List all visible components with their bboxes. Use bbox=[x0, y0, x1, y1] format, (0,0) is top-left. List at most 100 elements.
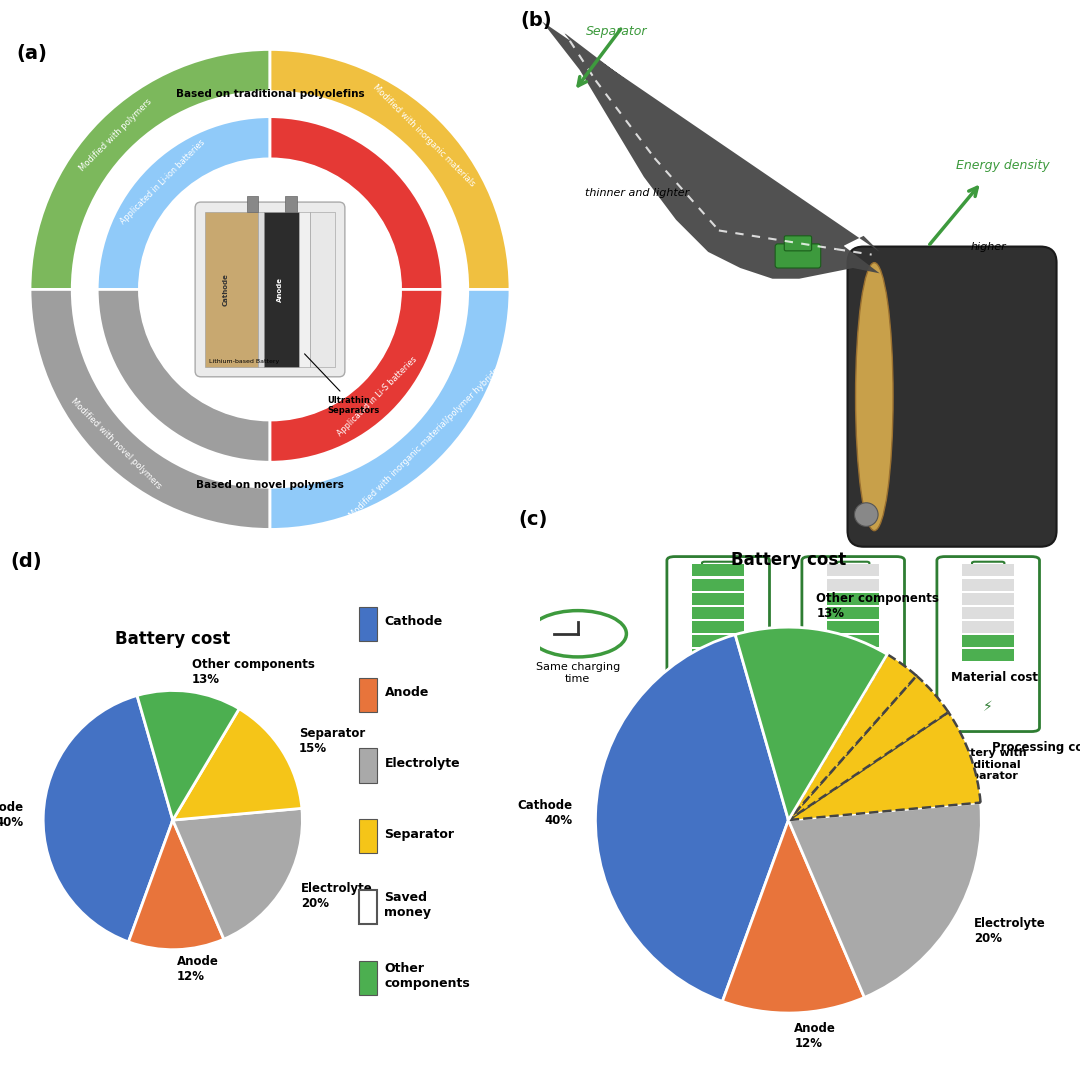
Wedge shape bbox=[788, 712, 981, 820]
Text: Separator: Separator bbox=[586, 25, 648, 38]
FancyBboxPatch shape bbox=[692, 607, 744, 619]
Polygon shape bbox=[299, 211, 310, 368]
Text: Applicated in Li-S batteries: Applicated in Li-S batteries bbox=[336, 355, 419, 438]
Text: (c): (c) bbox=[518, 510, 548, 530]
Polygon shape bbox=[205, 211, 258, 368]
FancyBboxPatch shape bbox=[360, 748, 378, 783]
FancyBboxPatch shape bbox=[784, 236, 811, 251]
Text: Electrolyte
20%: Electrolyte 20% bbox=[974, 917, 1045, 944]
Text: Material cost: Material cost bbox=[951, 671, 1038, 684]
FancyBboxPatch shape bbox=[775, 244, 821, 268]
Text: Energy density: Energy density bbox=[956, 159, 1050, 172]
Text: ⚡: ⚡ bbox=[713, 701, 724, 715]
FancyBboxPatch shape bbox=[827, 607, 879, 619]
Text: Saved
money: Saved money bbox=[384, 891, 432, 919]
Text: Anode: Anode bbox=[276, 277, 283, 302]
FancyBboxPatch shape bbox=[360, 890, 378, 924]
FancyBboxPatch shape bbox=[801, 556, 905, 731]
Text: ⚡: ⚡ bbox=[983, 701, 994, 715]
Text: Anode
12%: Anode 12% bbox=[177, 955, 219, 983]
FancyBboxPatch shape bbox=[360, 961, 378, 995]
FancyBboxPatch shape bbox=[827, 593, 879, 605]
Text: (b): (b) bbox=[521, 11, 552, 30]
Title: Battery cost: Battery cost bbox=[116, 630, 230, 649]
Text: Based on traditional polyolefins: Based on traditional polyolefins bbox=[176, 89, 364, 99]
Wedge shape bbox=[723, 820, 864, 1013]
Text: Anode
12%: Anode 12% bbox=[795, 1022, 836, 1051]
FancyBboxPatch shape bbox=[937, 556, 1039, 731]
Text: Other components
13%: Other components 13% bbox=[816, 592, 940, 620]
FancyBboxPatch shape bbox=[962, 579, 1014, 591]
FancyBboxPatch shape bbox=[827, 565, 879, 577]
Wedge shape bbox=[129, 820, 224, 950]
Wedge shape bbox=[30, 49, 270, 289]
FancyBboxPatch shape bbox=[827, 579, 879, 591]
FancyBboxPatch shape bbox=[360, 607, 378, 641]
Text: Battery with
ultrathin
separator: Battery with ultrathin separator bbox=[679, 748, 757, 781]
Wedge shape bbox=[173, 808, 302, 939]
Circle shape bbox=[529, 611, 626, 657]
Wedge shape bbox=[788, 675, 948, 820]
Bar bbox=[247, 196, 258, 211]
Text: Modified with polymers: Modified with polymers bbox=[78, 98, 153, 174]
Text: Cathode
40%: Cathode 40% bbox=[0, 801, 24, 829]
Wedge shape bbox=[43, 696, 173, 942]
Text: Cathode: Cathode bbox=[384, 615, 443, 628]
FancyBboxPatch shape bbox=[692, 565, 744, 577]
Text: Same charging
time: Same charging time bbox=[536, 662, 620, 684]
FancyBboxPatch shape bbox=[827, 649, 879, 660]
Text: Modified with inorganic material/polymer hybrids: Modified with inorganic material/polymer… bbox=[348, 367, 501, 520]
Ellipse shape bbox=[855, 263, 893, 531]
Wedge shape bbox=[788, 803, 982, 997]
Text: Ultrathin
Separators: Ultrathin Separators bbox=[305, 354, 380, 415]
Wedge shape bbox=[97, 117, 270, 289]
FancyBboxPatch shape bbox=[827, 635, 879, 646]
Polygon shape bbox=[310, 211, 335, 368]
Text: Cathode: Cathode bbox=[222, 273, 229, 306]
FancyBboxPatch shape bbox=[972, 562, 1004, 572]
Polygon shape bbox=[265, 211, 299, 368]
Text: Electrolyte: Electrolyte bbox=[384, 757, 460, 770]
FancyBboxPatch shape bbox=[702, 562, 734, 572]
Text: higher: higher bbox=[971, 241, 1007, 252]
Text: Separator
15%: Separator 15% bbox=[299, 727, 365, 755]
Text: Modified with inorganic materials: Modified with inorganic materials bbox=[372, 83, 477, 189]
FancyBboxPatch shape bbox=[692, 635, 744, 646]
FancyBboxPatch shape bbox=[692, 649, 744, 660]
FancyBboxPatch shape bbox=[360, 819, 378, 853]
Text: (a): (a) bbox=[16, 44, 48, 62]
Wedge shape bbox=[788, 654, 917, 820]
FancyBboxPatch shape bbox=[962, 607, 1014, 619]
Polygon shape bbox=[258, 211, 265, 368]
Wedge shape bbox=[270, 289, 510, 530]
FancyBboxPatch shape bbox=[692, 593, 744, 605]
Text: Separator: Separator bbox=[384, 828, 455, 840]
FancyBboxPatch shape bbox=[692, 621, 744, 632]
FancyBboxPatch shape bbox=[848, 247, 1056, 547]
FancyBboxPatch shape bbox=[962, 621, 1014, 632]
FancyBboxPatch shape bbox=[962, 593, 1014, 605]
Text: Applicated in Li-ion batteries: Applicated in Li-ion batteries bbox=[119, 138, 206, 226]
Wedge shape bbox=[30, 289, 270, 530]
Wedge shape bbox=[735, 627, 887, 820]
Wedge shape bbox=[270, 49, 510, 289]
Text: Modified with novel polymers: Modified with novel polymers bbox=[69, 397, 163, 491]
FancyBboxPatch shape bbox=[692, 579, 744, 591]
Text: (d): (d) bbox=[11, 552, 42, 571]
Text: ⚡: ⚡ bbox=[848, 701, 859, 715]
Wedge shape bbox=[270, 289, 443, 462]
Circle shape bbox=[854, 503, 878, 526]
FancyBboxPatch shape bbox=[837, 562, 869, 572]
Wedge shape bbox=[137, 690, 239, 820]
Wedge shape bbox=[97, 289, 270, 462]
Text: Battery with
traditional
separator: Battery with traditional separator bbox=[949, 748, 1027, 781]
Text: Other
components: Other components bbox=[384, 962, 470, 989]
FancyBboxPatch shape bbox=[360, 678, 378, 712]
Title: Battery cost: Battery cost bbox=[731, 551, 846, 569]
FancyBboxPatch shape bbox=[962, 565, 1014, 577]
Text: Cathode
40%: Cathode 40% bbox=[517, 799, 572, 827]
FancyBboxPatch shape bbox=[962, 649, 1014, 660]
Text: Anode: Anode bbox=[384, 686, 429, 699]
FancyBboxPatch shape bbox=[962, 635, 1014, 646]
Wedge shape bbox=[595, 635, 788, 1001]
